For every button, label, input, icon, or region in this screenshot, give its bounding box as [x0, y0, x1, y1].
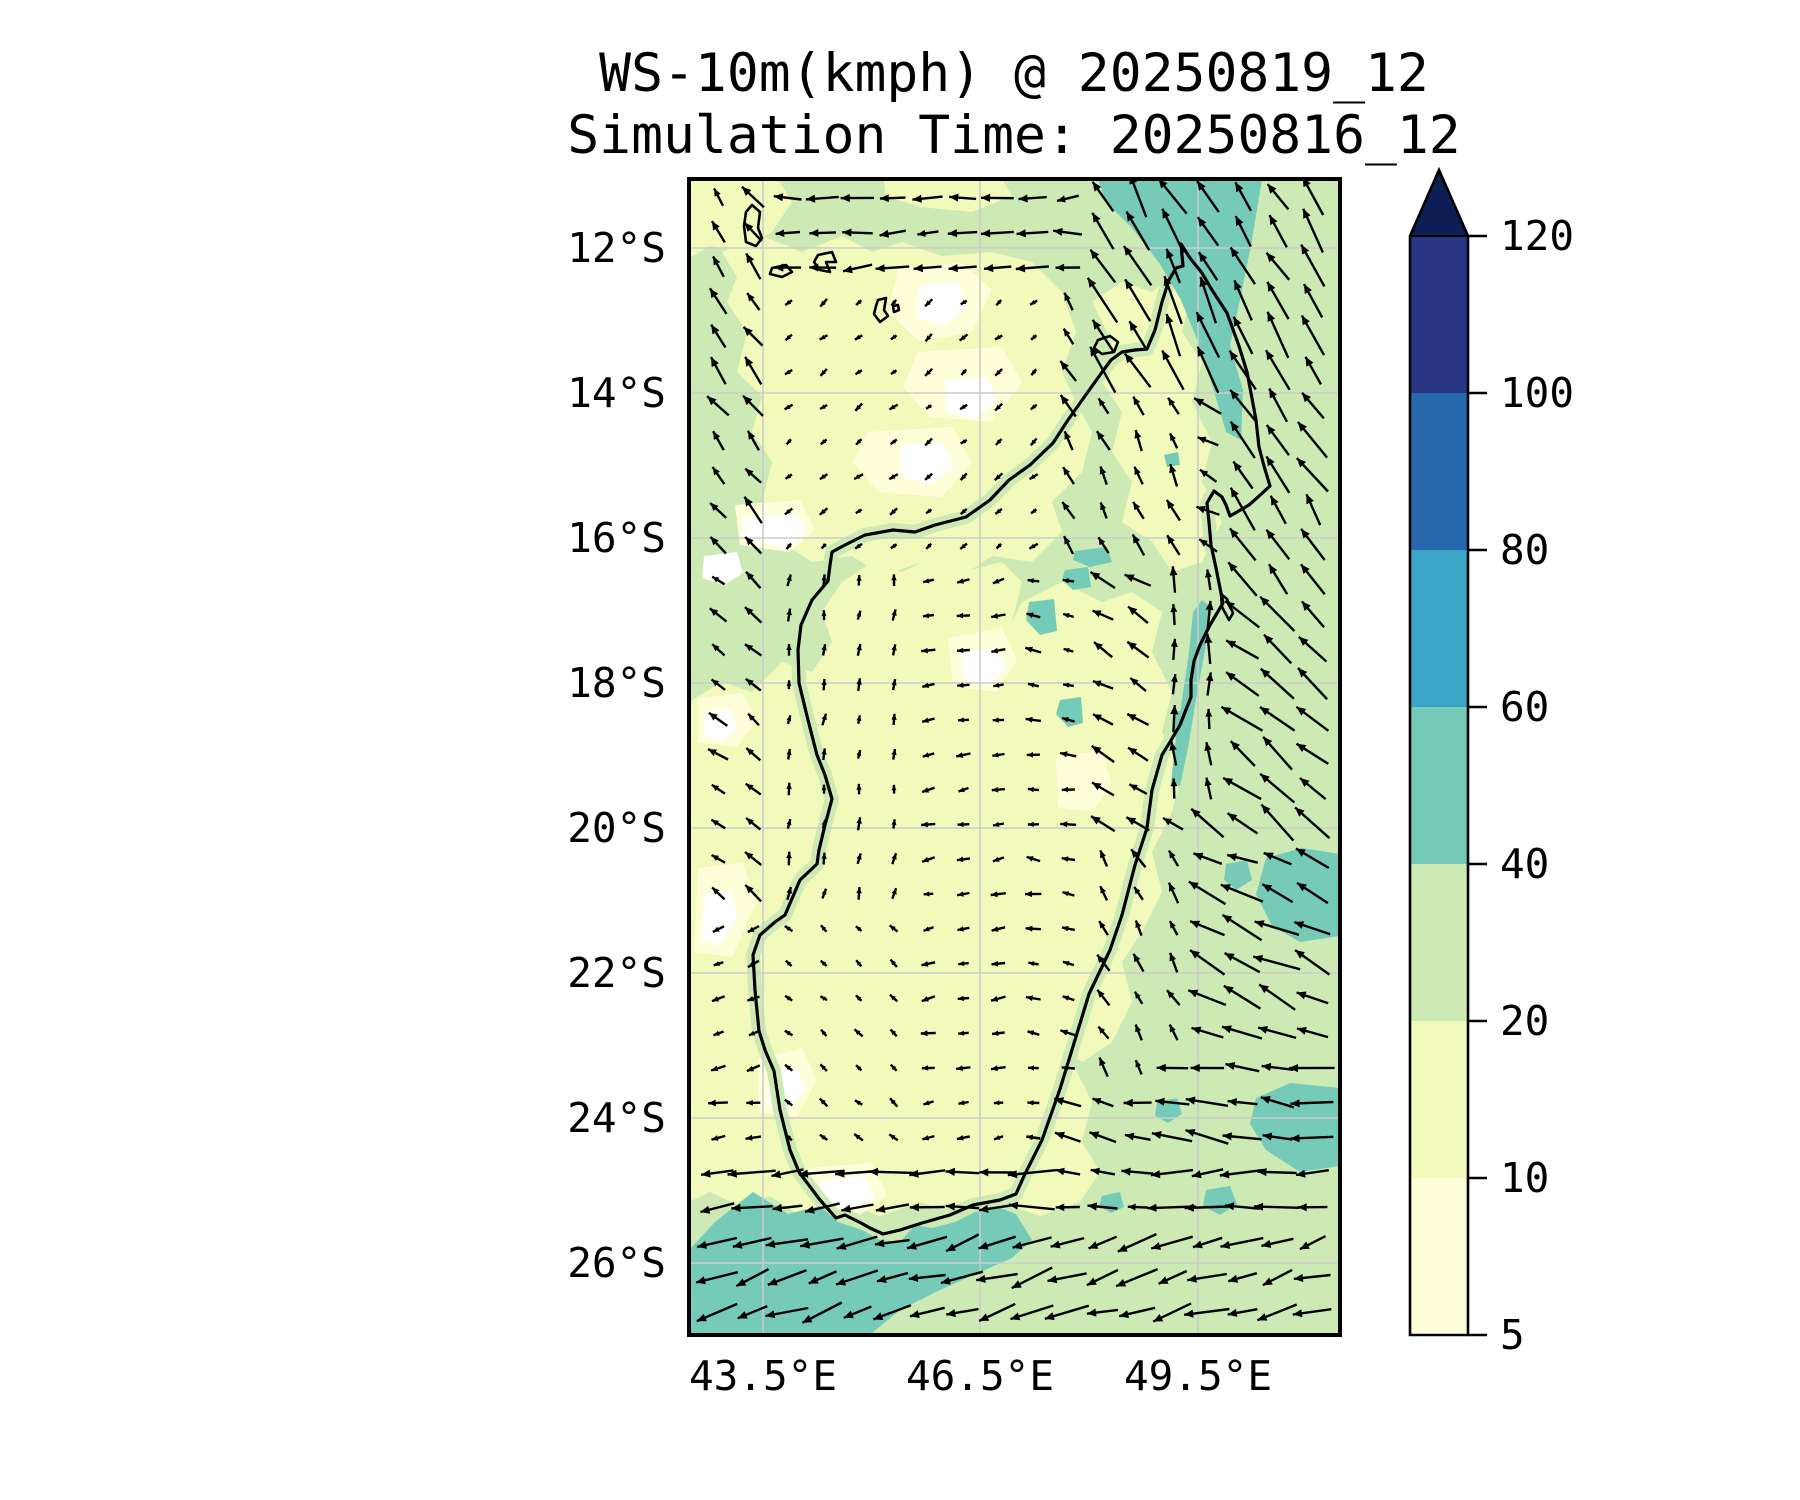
colorbar-outline — [1408, 166, 1470, 1337]
colorbar-segment-5 — [1410, 393, 1468, 550]
lat-tick-label-18s: 18°S — [567, 659, 666, 707]
map-border — [687, 177, 1342, 1337]
plot-title: WS-10m(kmph) @ 20250819_12 — [599, 43, 1429, 104]
colorbar-label-40: 40 — [1500, 840, 1550, 888]
colorbar-segment-1 — [1410, 1021, 1468, 1178]
lon-tick-label-46-5e: 46.5°E — [905, 1352, 1055, 1400]
colorbar-label-120: 120 — [1500, 212, 1575, 260]
island-coastline-6 — [1219, 592, 1235, 622]
island-coastline-4 — [891, 303, 901, 314]
lat-tick-label-12s: 12°S — [567, 224, 666, 272]
island-coastline-1 — [768, 263, 794, 279]
colorbar-label-80: 80 — [1500, 526, 1550, 574]
colorbar-label-10: 10 — [1500, 1154, 1550, 1202]
madagascar-coastline — [751, 242, 1272, 1236]
lat-tick-label-26s: 26°S — [567, 1239, 666, 1287]
lat-tick-label-24s: 24°S — [567, 1094, 666, 1142]
colorbar-segment-4 — [1410, 550, 1468, 707]
island-coastline-0 — [742, 203, 764, 248]
colorbar-label-60: 60 — [1500, 683, 1550, 731]
colorbar-label-100: 100 — [1500, 369, 1575, 417]
lon-tick-label-43-5e: 43.5°E — [688, 1352, 838, 1400]
lon-tick-label-49-5e: 49.5°E — [1123, 1352, 1273, 1400]
lat-tick-label-14s: 14°S — [567, 369, 666, 417]
colorbar-segment-0 — [1410, 1178, 1468, 1335]
colorbar-label-5: 5 — [1500, 1311, 1525, 1359]
plot-subtitle: Simulation Time: 20250816_12 — [567, 105, 1461, 166]
colorbar-label-20: 20 — [1500, 997, 1550, 1045]
contour-fill-teal-40-60 — [689, 179, 1340, 1333]
island-coastline-5 — [1092, 334, 1120, 356]
colorbar-segment-3 — [1410, 707, 1468, 864]
lat-tick-label-22s: 22°S — [567, 949, 666, 997]
colorbar-segment-6 — [1410, 236, 1468, 393]
island-coastline-3 — [872, 296, 890, 324]
wind-arrow-shafts — [695, 179, 1335, 1324]
contour-fill-yellow-10-20 — [689, 179, 1222, 1216]
lat-tick-label-20s: 20°S — [567, 804, 666, 852]
lat-tick-label-16s: 16°S — [567, 514, 666, 562]
colorbar-extend-triangle — [1410, 170, 1468, 236]
map-plot-area — [689, 179, 1340, 1335]
contour-fill-pale-5-10 — [694, 263, 1112, 1217]
colorbar-segment-2 — [1410, 864, 1468, 1021]
